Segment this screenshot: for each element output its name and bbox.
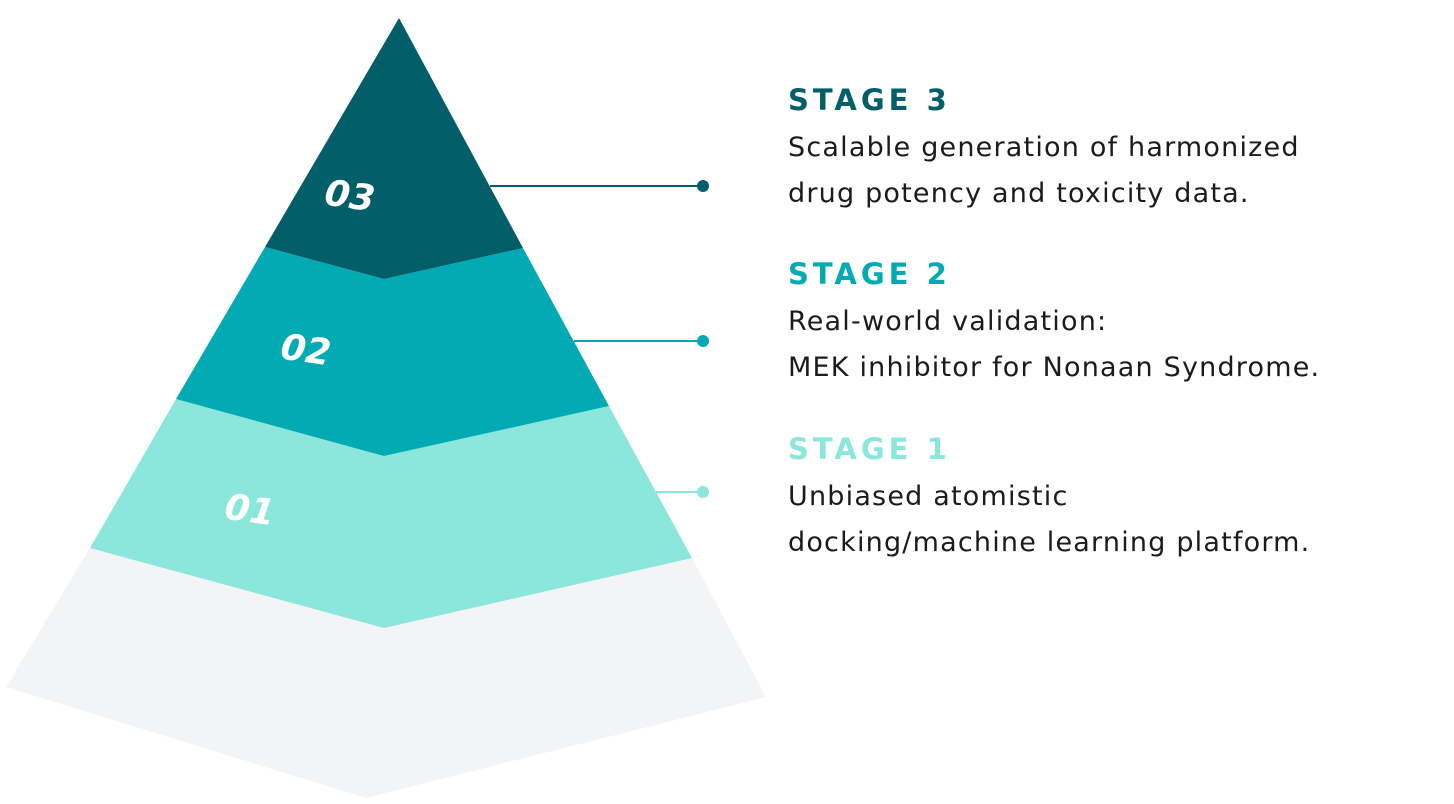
stage-3-description: Scalable generation of harmonized drug p… bbox=[788, 125, 1300, 217]
stage-3-description-line-2: drug potency and toxicity data. bbox=[788, 177, 1250, 209]
stage-3-block: STAGE 3 Scalable generation of harmonize… bbox=[788, 83, 1300, 217]
stage-3-label: STAGE 3 bbox=[788, 83, 951, 117]
connector-dot-stage-3 bbox=[697, 180, 709, 192]
pyramid-tier-stage-3 bbox=[265, 18, 523, 279]
connector-dot-stage-2 bbox=[697, 335, 709, 347]
tier-number-02: 02 bbox=[278, 327, 333, 375]
tier-number-01: 01 bbox=[222, 487, 277, 535]
stage-2-description-line-1: Real-world validation: bbox=[788, 305, 1108, 337]
stage-2-description: Real-world validation: MEK inhibitor for… bbox=[788, 299, 1320, 391]
stage-1-description-line-1: Unbiased atomistic bbox=[788, 480, 1069, 512]
connector-dot-stage-1 bbox=[697, 486, 709, 498]
stage-1-description: Unbiased atomistic docking/machine learn… bbox=[788, 474, 1310, 566]
tier-number-03: 03 bbox=[322, 173, 377, 221]
pyramid-base-tier bbox=[6, 548, 766, 798]
stage-2-description-line-2: MEK inhibitor for Nonaan Syndrome. bbox=[788, 351, 1321, 383]
pyramid-tier-stage-2 bbox=[176, 247, 609, 456]
stage-2-label: STAGE 2 bbox=[788, 257, 951, 291]
pyramid-tier-stage-1 bbox=[90, 399, 692, 628]
stage-3-description-line-1: Scalable generation of harmonized bbox=[788, 131, 1300, 163]
stage-1-description-line-2: docking/machine learning platform. bbox=[788, 526, 1311, 558]
stage-2-block: STAGE 2 Real-world validation: MEK inhib… bbox=[788, 257, 1320, 391]
stage-1-block: STAGE 1 Unbiased atomistic docking/machi… bbox=[788, 432, 1310, 566]
stage-1-label: STAGE 1 bbox=[788, 432, 951, 466]
